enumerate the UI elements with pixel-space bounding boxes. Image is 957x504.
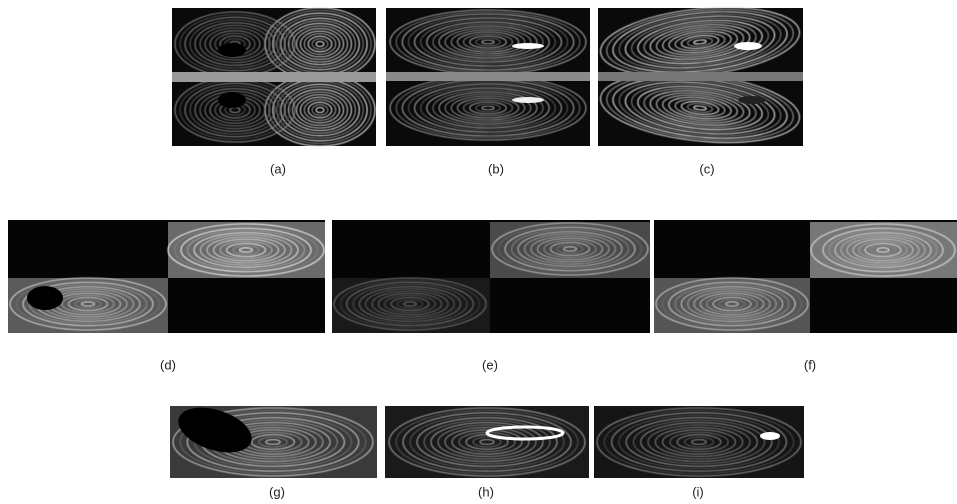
page: {"panels": [{"label": "(a)"}, {"label": … xyxy=(0,0,957,504)
panel-label: (c) xyxy=(699,161,714,176)
vortex-core xyxy=(738,96,766,104)
vortex-core xyxy=(734,42,762,50)
panel-label: (g) xyxy=(269,484,285,499)
vortex-core xyxy=(512,43,544,49)
panel-label: (f) xyxy=(804,357,816,372)
vortex-core xyxy=(27,286,63,310)
figure: (a) (b) (c) (d) (e) (f) (g) (h) (i) xyxy=(0,0,957,504)
panel-label: (e) xyxy=(482,357,498,372)
panel-region xyxy=(385,406,589,478)
panel-label: (a) xyxy=(270,161,286,176)
panel-region xyxy=(598,72,803,81)
vortex-core xyxy=(512,97,544,103)
vortex-core xyxy=(218,43,246,57)
panel-region xyxy=(594,406,804,478)
vortex-core xyxy=(218,92,246,108)
panel-label: (i) xyxy=(692,484,704,499)
panel-label: (d) xyxy=(160,357,176,372)
panels xyxy=(8,0,957,478)
panel-region xyxy=(172,72,376,82)
panel-region xyxy=(386,72,590,81)
vortex-core xyxy=(760,432,780,440)
panel-label: (h) xyxy=(478,484,494,499)
panel-label: (b) xyxy=(488,161,504,176)
